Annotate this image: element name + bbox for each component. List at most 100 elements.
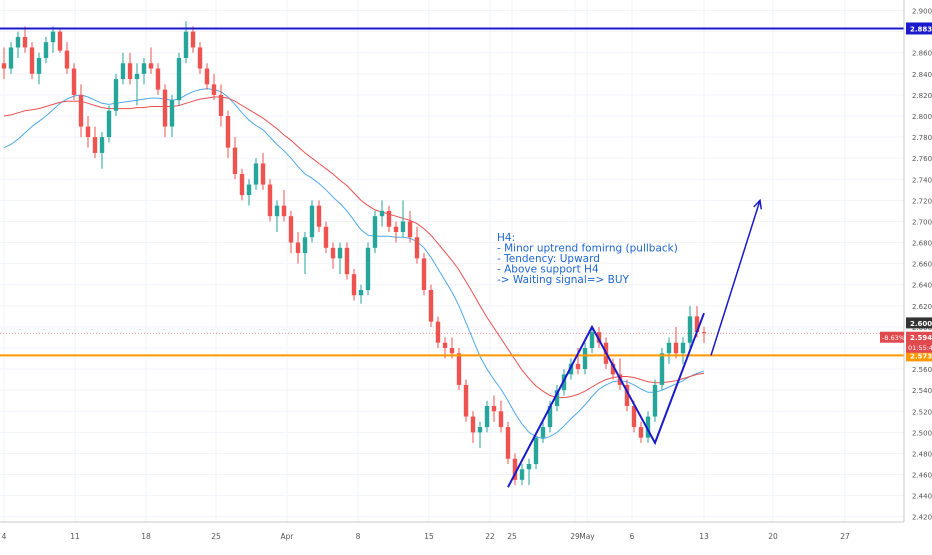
candle-body	[484, 406, 490, 428]
candle[interactable]	[232, 137, 238, 180]
candle[interactable]	[498, 400, 504, 433]
candle[interactable]	[456, 348, 462, 391]
candle[interactable]	[155, 63, 161, 95]
candle[interactable]	[435, 316, 441, 348]
candle[interactable]	[141, 58, 147, 85]
candle[interactable]	[253, 158, 259, 190]
candle[interactable]	[652, 379, 658, 422]
candle[interactable]	[99, 131, 105, 169]
pattern-zigzag[interactable]	[507, 312, 705, 488]
candle[interactable]	[288, 210, 294, 254]
candle-body	[120, 63, 126, 80]
candle[interactable]	[386, 205, 392, 232]
candle[interactable]	[540, 421, 546, 443]
candle[interactable]	[477, 421, 483, 449]
candle[interactable]	[43, 36, 49, 64]
candle[interactable]	[71, 63, 77, 101]
candle[interactable]	[470, 411, 476, 443]
moving-average-red	[3, 96, 705, 399]
candle[interactable]	[624, 379, 630, 412]
candle[interactable]	[379, 200, 385, 227]
candle[interactable]	[659, 348, 665, 391]
candle[interactable]	[484, 400, 490, 433]
candle-body	[393, 226, 399, 232]
candle[interactable]	[106, 105, 112, 143]
candle[interactable]	[134, 63, 140, 106]
candle[interactable]	[533, 432, 539, 470]
candle[interactable]	[1, 47, 7, 80]
candle[interactable]	[421, 253, 427, 296]
candle[interactable]	[505, 421, 511, 464]
candle[interactable]	[358, 284, 364, 304]
candle[interactable]	[274, 200, 280, 232]
candle[interactable]	[281, 189, 287, 222]
candle[interactable]	[491, 395, 497, 422]
candle[interactable]	[190, 26, 196, 53]
candle[interactable]	[673, 326, 679, 359]
candle[interactable]	[57, 29, 63, 53]
candle[interactable]	[211, 73, 217, 101]
candle[interactable]	[113, 73, 119, 116]
candle[interactable]	[176, 52, 182, 106]
candle[interactable]	[645, 411, 651, 443]
candle[interactable]	[337, 242, 343, 275]
candle[interactable]	[407, 210, 413, 243]
candle[interactable]	[127, 52, 133, 85]
candle[interactable]	[323, 221, 329, 254]
candle[interactable]	[169, 94, 175, 138]
candle[interactable]	[225, 110, 231, 159]
forecast-arrow[interactable]	[710, 200, 761, 356]
candle[interactable]	[526, 458, 532, 486]
candle[interactable]	[519, 464, 525, 486]
candle[interactable]	[344, 242, 350, 280]
candle[interactable]	[589, 326, 595, 354]
candle[interactable]	[162, 84, 168, 138]
candle[interactable]	[372, 210, 378, 254]
candle[interactable]	[463, 379, 469, 422]
candle[interactable]	[85, 116, 91, 148]
candle[interactable]	[666, 337, 672, 364]
candle[interactable]	[365, 242, 371, 296]
candle-body	[575, 363, 581, 370]
candle[interactable]	[638, 421, 644, 443]
candle[interactable]	[246, 179, 252, 206]
candle[interactable]	[50, 26, 56, 53]
candle[interactable]	[295, 232, 301, 264]
candle[interactable]	[197, 42, 203, 74]
candle[interactable]	[414, 226, 420, 264]
candle[interactable]	[204, 63, 210, 90]
candle[interactable]	[610, 358, 616, 380]
candle[interactable]	[309, 200, 315, 243]
candle[interactable]	[78, 84, 84, 138]
candle[interactable]	[393, 221, 399, 243]
candle[interactable]	[64, 42, 70, 74]
candle[interactable]	[582, 342, 588, 375]
candle[interactable]	[596, 326, 602, 348]
candle[interactable]	[8, 42, 14, 74]
candle[interactable]	[351, 268, 357, 301]
candle[interactable]	[316, 200, 322, 232]
candle[interactable]	[120, 52, 126, 85]
candle[interactable]	[92, 126, 98, 159]
candle[interactable]	[701, 326, 707, 343]
candle[interactable]	[302, 232, 308, 275]
candle[interactable]	[680, 337, 686, 364]
candle[interactable]	[239, 168, 245, 201]
candle[interactable]	[428, 284, 434, 327]
candle[interactable]	[267, 179, 273, 222]
candle-body	[610, 363, 616, 375]
candle[interactable]	[400, 200, 406, 238]
candle[interactable]	[330, 242, 336, 269]
candle[interactable]	[554, 384, 560, 412]
candle[interactable]	[218, 84, 224, 127]
candle[interactable]	[15, 31, 21, 58]
candle[interactable]	[36, 52, 42, 85]
candle[interactable]	[260, 152, 266, 190]
candle[interactable]	[22, 26, 28, 53]
candle[interactable]	[148, 47, 154, 74]
candle[interactable]	[29, 42, 35, 80]
candle[interactable]	[687, 305, 693, 348]
candle[interactable]	[512, 453, 518, 486]
